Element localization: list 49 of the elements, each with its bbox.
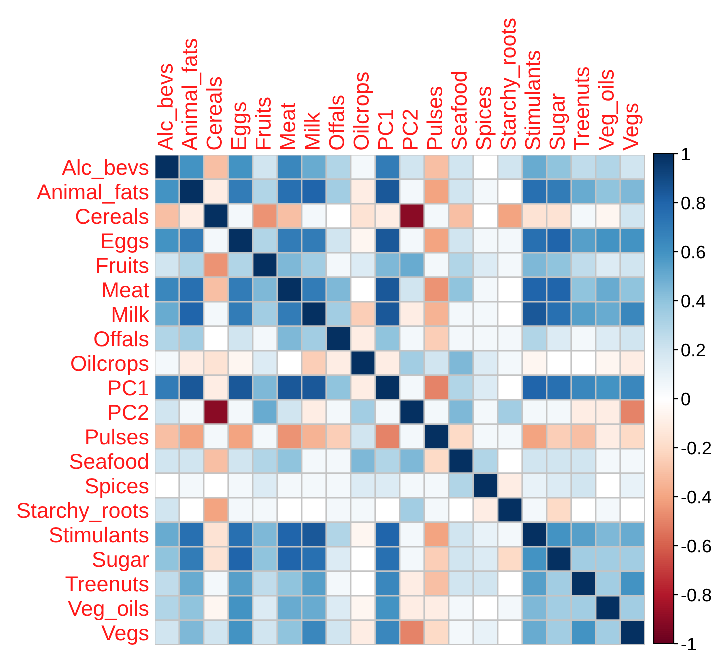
x-tick-label: Stimulants <box>524 51 541 150</box>
y-tick-label: Alc_bevs <box>62 159 149 180</box>
x-tick-label: Pulses <box>426 86 443 150</box>
x-tick-label: Seafood <box>451 72 468 150</box>
color-bar-label: -0.4 <box>682 490 712 504</box>
color-bar-label: 0.4 <box>682 294 706 308</box>
x-tick-label: Starchy_roots <box>500 18 520 150</box>
y-tick-label: Starchy_roots <box>18 502 149 523</box>
y-tick-label: Seafood <box>70 453 148 470</box>
y-tick-label: Meat <box>103 282 150 298</box>
y-tick-label: Milk <box>112 306 150 322</box>
x-tick-label: Eggs <box>232 102 251 150</box>
x-tick-label: Oilcrops <box>353 72 374 150</box>
y-tick-label: Fruits <box>97 257 149 274</box>
color-bar-label: 1 <box>682 148 690 161</box>
x-tick-label: PC1 <box>378 110 394 150</box>
y-tick-label: Spices <box>86 478 149 498</box>
y-tick-label: Sugar <box>92 552 150 572</box>
x-tick-label: Vegs <box>624 104 643 151</box>
color-bar-label: 0.6 <box>682 246 706 259</box>
color-bar-label: -0.2 <box>682 442 712 455</box>
color-bar-label: 0 <box>682 392 690 406</box>
x-tick-label: Sugar <box>550 94 570 150</box>
y-tick-label: Vegs <box>102 626 149 646</box>
x-tick-label: Veg_oils <box>598 70 618 151</box>
y-tick-label: Stimulants <box>50 526 149 543</box>
y-tick-label: Eggs <box>102 234 149 254</box>
x-tick-label: Fruits <box>255 98 272 150</box>
y-tick-label: PC2 <box>109 405 148 420</box>
y-tick-label: Veg_oils <box>68 600 149 621</box>
y-tick-label: Cereals <box>76 208 149 224</box>
color-bar-label: -0.6 <box>682 540 712 553</box>
y-tick-label: Treenuts <box>66 576 149 592</box>
y-tick-label: Pulses <box>86 428 149 445</box>
color-bar-label: -1 <box>682 638 696 651</box>
color-bar-label: -0.8 <box>682 588 712 602</box>
y-tick-label: Offals <box>94 330 149 347</box>
x-tick-label: Meat <box>280 103 296 150</box>
y-tick-label: PC1 <box>109 380 148 396</box>
y-tick-label: Oilcrops <box>72 355 149 376</box>
x-tick-label: Offals <box>328 96 345 150</box>
x-tick-label: PC2 <box>402 110 418 150</box>
color-bar-label: 0.2 <box>682 344 706 357</box>
y-tick-label: Animal_fats <box>37 184 149 204</box>
x-tick-label: Milk <box>304 112 320 150</box>
x-tick-label: Cereals <box>206 77 222 150</box>
color-bar-label: 0.8 <box>682 196 706 210</box>
x-tick-label: Treenuts <box>574 67 590 150</box>
x-tick-label: Spices <box>476 86 496 150</box>
